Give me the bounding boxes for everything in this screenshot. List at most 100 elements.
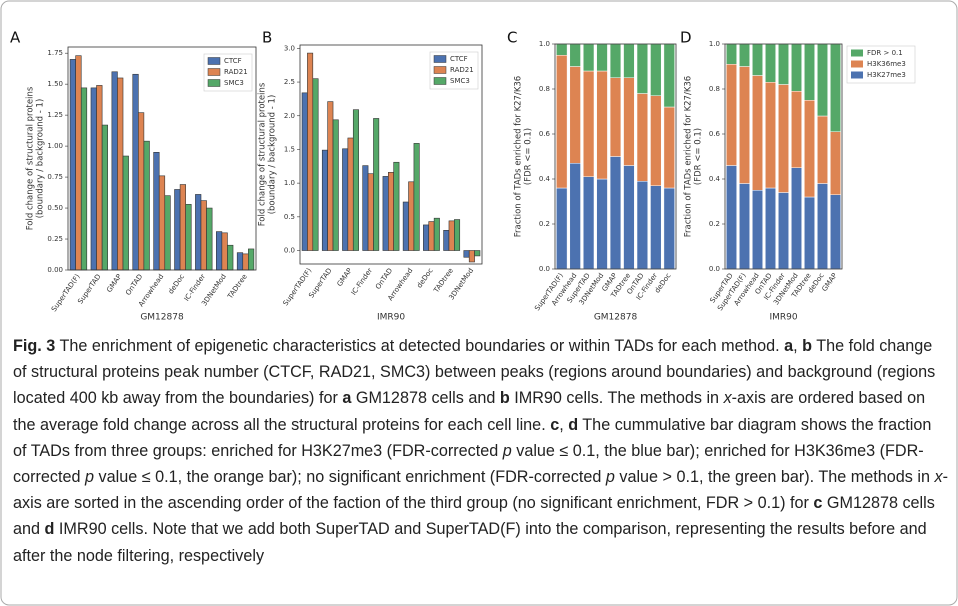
legend-label: RAD21 bbox=[224, 68, 248, 76]
y-tick-label: 0.0 bbox=[284, 247, 295, 255]
bar bbox=[327, 101, 334, 251]
bar bbox=[248, 248, 255, 271]
y-tick-label: 0.6 bbox=[539, 130, 551, 138]
caption: Fig. 3 The enrichment of epigenetic char… bbox=[13, 333, 948, 569]
x-axis-label: GM12878 bbox=[594, 313, 638, 323]
bar-segment bbox=[623, 43, 635, 78]
y-axis-label: Fold change of structural proteins bbox=[26, 86, 36, 230]
legend-swatch bbox=[207, 57, 221, 65]
caption-run: , bbox=[793, 337, 803, 355]
bar-segment bbox=[804, 196, 815, 270]
y-axis-label: Fold change of structural proteins bbox=[258, 82, 268, 226]
y-tick-label: 1.5 bbox=[284, 145, 295, 153]
bar-segment bbox=[778, 43, 789, 85]
bar bbox=[153, 152, 160, 271]
bar bbox=[227, 244, 234, 271]
bar bbox=[80, 87, 88, 271]
caption-run: c bbox=[813, 494, 823, 513]
bar bbox=[185, 204, 192, 271]
bar bbox=[423, 224, 430, 251]
caption-run: The enrichment of epigenetic characteris… bbox=[55, 337, 785, 355]
y-tick-label: 0.4 bbox=[709, 175, 721, 183]
caption-run: p bbox=[84, 468, 94, 487]
panel-label: C bbox=[507, 29, 517, 47]
legend-label: RAD21 bbox=[450, 66, 474, 74]
legend-swatch bbox=[851, 60, 863, 68]
legend-label: SMC3 bbox=[224, 79, 244, 87]
bar bbox=[200, 200, 207, 271]
bar-segment bbox=[804, 100, 815, 198]
y-tick-label: 0.0 bbox=[539, 265, 550, 273]
y-tick-label: 0.50 bbox=[47, 204, 63, 212]
bar bbox=[206, 207, 213, 271]
caption-run: d bbox=[568, 415, 579, 434]
bar bbox=[347, 137, 354, 251]
bar-segment bbox=[830, 194, 841, 270]
bar bbox=[132, 73, 139, 271]
bar bbox=[236, 252, 244, 271]
y-axis-label: (boundary / background - 1) bbox=[36, 99, 46, 219]
bar bbox=[454, 219, 461, 251]
y-tick-label: 3.0 bbox=[284, 44, 295, 52]
legend-label: SMC3 bbox=[450, 77, 470, 85]
axes-frame bbox=[724, 43, 843, 270]
bar bbox=[158, 175, 166, 271]
bar-segment bbox=[739, 43, 750, 67]
bar-segment bbox=[739, 66, 750, 184]
bar bbox=[164, 195, 171, 271]
bar bbox=[195, 194, 202, 271]
bar-segment bbox=[817, 43, 828, 117]
bar bbox=[90, 87, 97, 271]
bar bbox=[433, 217, 440, 251]
y-axis-label: Fraction of TADs enriched for K27/K36 bbox=[684, 76, 694, 237]
bar-segment bbox=[636, 43, 649, 94]
bar-segment bbox=[650, 43, 662, 96]
y-axis-label: (FDR <= 0.1) bbox=[524, 128, 534, 185]
bar-segment bbox=[765, 187, 776, 270]
bar-segment bbox=[739, 183, 750, 270]
bar-segment bbox=[569, 43, 581, 67]
bar-segment bbox=[556, 55, 568, 189]
caption-run: a bbox=[342, 389, 352, 408]
bar-segment bbox=[817, 183, 828, 270]
y-tick-label: 0.75 bbox=[47, 173, 63, 181]
bar bbox=[373, 118, 380, 251]
caption-run: b bbox=[802, 337, 813, 355]
bar-segment bbox=[623, 165, 635, 270]
y-tick-label: 0.8 bbox=[539, 85, 550, 93]
y-tick-label: 2.5 bbox=[284, 78, 295, 86]
axes-frame bbox=[67, 46, 257, 271]
bar-segment bbox=[623, 77, 635, 166]
caption-run: Fig. 3 bbox=[13, 337, 56, 355]
caption-run: GM12878 cells and bbox=[351, 389, 500, 408]
bar bbox=[117, 77, 124, 271]
bar-segment bbox=[663, 106, 675, 189]
x-axis-label: IMR90 bbox=[769, 313, 797, 323]
bar bbox=[101, 124, 108, 271]
caption-run: GM12878 cells and bbox=[13, 494, 935, 539]
caption-run: value ≤ 0.1, the orange bar); no signifi… bbox=[94, 468, 606, 487]
legend-label: CTCF bbox=[450, 55, 468, 63]
caption-run: c bbox=[550, 415, 560, 434]
bar bbox=[393, 161, 400, 251]
bar-segment bbox=[791, 91, 802, 168]
panel-label: D bbox=[680, 29, 692, 47]
legend-swatch bbox=[433, 55, 447, 63]
legend-swatch bbox=[433, 66, 447, 74]
bar bbox=[382, 176, 389, 251]
y-tick-label: 0.5 bbox=[284, 213, 295, 221]
caption-run: value > 0.1, the green bar). The methods… bbox=[614, 468, 935, 487]
x-tick-label: GMAP bbox=[105, 273, 123, 294]
y-tick-label: 2.0 bbox=[284, 112, 295, 120]
bar-segment bbox=[752, 43, 763, 76]
bar-segment bbox=[596, 70, 608, 180]
y-tick-label: 1.00 bbox=[47, 142, 63, 150]
legend-swatch bbox=[207, 68, 221, 76]
x-tick-label: SuperTAD(F) bbox=[50, 272, 82, 313]
legend-swatch bbox=[207, 79, 221, 87]
caption-run: -axis are ordered based on the average f… bbox=[13, 389, 926, 434]
y-tick-label: 0.00 bbox=[47, 266, 63, 274]
bar bbox=[143, 140, 150, 271]
bar bbox=[301, 92, 308, 251]
